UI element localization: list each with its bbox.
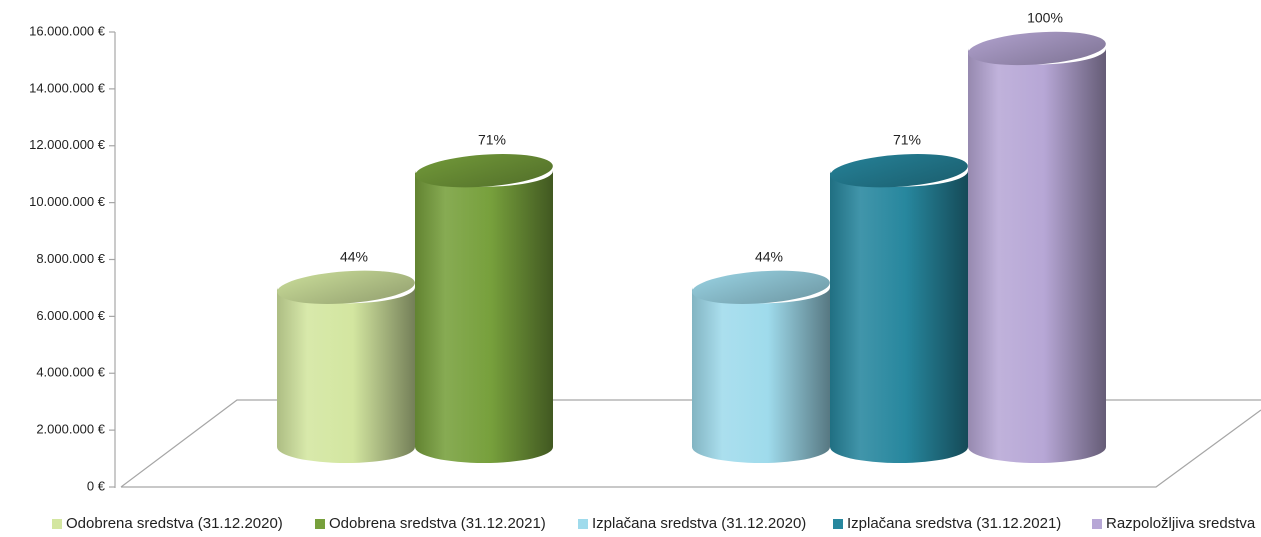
legend-item: Odobrena sredstva (31.12.2021) bbox=[315, 515, 546, 532]
legend-swatch bbox=[833, 519, 843, 529]
bar-body bbox=[830, 170, 968, 463]
y-tick-label: 8.000.000 € bbox=[36, 251, 105, 266]
data-labels: 44% 71% 44% 71% 100% bbox=[340, 9, 1063, 264]
legend-item: Odobrena sredstva (31.12.2020) bbox=[52, 515, 283, 532]
bar-3 bbox=[692, 270, 830, 463]
bars bbox=[277, 31, 1106, 463]
bar-1 bbox=[277, 270, 415, 463]
legend-swatch bbox=[1092, 519, 1102, 529]
legend-item: Izplačana sredstva (31.12.2020) bbox=[578, 515, 806, 532]
legend-label: Odobrena sredstva (31.12.2020) bbox=[66, 515, 283, 532]
y-tick-label: 2.000.000 € bbox=[36, 422, 105, 437]
bar-top bbox=[277, 270, 415, 304]
y-tick-label: 10.000.000 € bbox=[29, 194, 106, 209]
data-label: 100% bbox=[1027, 9, 1063, 25]
bar-top bbox=[415, 154, 553, 188]
bar-4 bbox=[830, 154, 968, 463]
legend-swatch bbox=[52, 519, 62, 529]
bar-5 bbox=[968, 31, 1106, 463]
legend-label: Izplačana sredstva (31.12.2020) bbox=[592, 515, 806, 532]
data-label: 44% bbox=[340, 248, 368, 264]
bar-body bbox=[968, 48, 1106, 463]
legend-swatch bbox=[578, 519, 588, 529]
bar-body bbox=[277, 287, 415, 463]
y-tick-label: 12.000.000 € bbox=[29, 137, 106, 152]
legend-item: Izplačana sredstva (31.12.2021) bbox=[833, 515, 1061, 532]
bar-2 bbox=[415, 154, 553, 463]
bar-body bbox=[692, 287, 830, 463]
y-tick-label: 14.000.000 € bbox=[29, 80, 106, 95]
legend-label: Izplačana sredstva (31.12.2021) bbox=[847, 515, 1061, 532]
data-label: 71% bbox=[893, 132, 921, 148]
legend-label: Odobrena sredstva (31.12.2021) bbox=[329, 515, 546, 532]
legend: Odobrena sredstva (31.12.2020) Odobrena s… bbox=[52, 515, 1256, 532]
data-label: 44% bbox=[755, 248, 783, 264]
y-tick-label: 0 € bbox=[87, 478, 106, 493]
bar-top bbox=[692, 270, 830, 304]
legend-label: Razpoložljiva sredstva bbox=[1106, 515, 1256, 532]
y-axis-ticks: 0 € 2.000.000 € 4.000.000 € 6.000.000 € 8.00… bbox=[29, 23, 115, 493]
bar-top bbox=[968, 31, 1106, 66]
bar-top bbox=[830, 154, 968, 188]
y-tick-label: 6.000.000 € bbox=[36, 308, 105, 323]
legend-swatch bbox=[315, 519, 325, 529]
data-label: 71% bbox=[478, 132, 506, 148]
y-tick-label: 16.000.000 € bbox=[29, 23, 106, 38]
legend-item: Razpoložljiva sredstva bbox=[1092, 515, 1256, 532]
y-tick-label: 4.000.000 € bbox=[36, 365, 105, 380]
bar-body bbox=[415, 170, 553, 463]
